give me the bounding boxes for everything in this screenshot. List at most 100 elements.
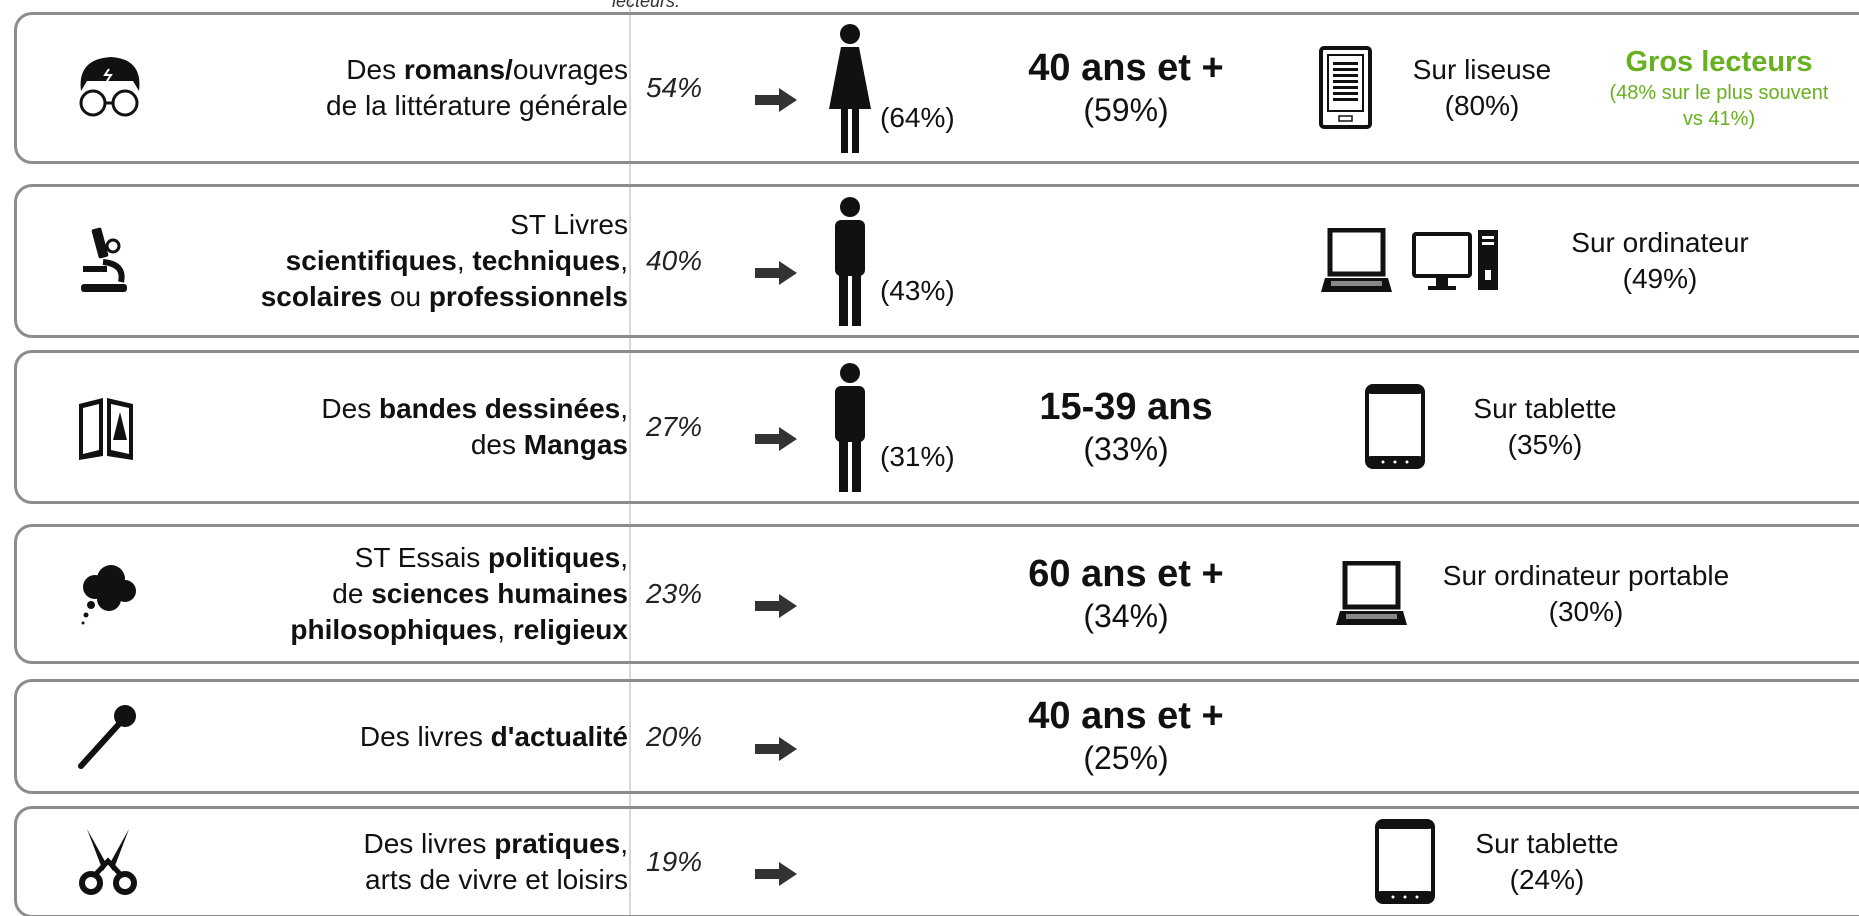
icon-shape [1333, 98, 1358, 101]
arrow [755, 12, 797, 164]
icon-shape [1333, 86, 1358, 89]
icon-shape [83, 612, 89, 618]
icon-shape [1346, 614, 1397, 619]
icon-shape [779, 88, 797, 112]
icon-shape [840, 24, 860, 44]
share-value: 40% [646, 245, 703, 276]
genre-text: ou [382, 280, 429, 312]
icon-shape [829, 24, 871, 153]
device-share: (80%) [1444, 90, 1520, 121]
icon-shape [1331, 281, 1382, 286]
icon-shape [779, 261, 797, 285]
genre-text: sciences humaines [371, 578, 628, 610]
age-share: (33%) [1083, 430, 1169, 467]
share: 54% [646, 12, 702, 164]
icon-shape [840, 363, 860, 383]
icon-shape [755, 862, 797, 886]
icon-shape [1336, 561, 1407, 625]
icon-shape [102, 259, 125, 283]
icon-shape [835, 220, 865, 276]
genre: ST Livres scientifiques, techniques, scola… [261, 184, 628, 338]
icon-shape [79, 871, 103, 895]
top-note: lecteurs. [612, 0, 681, 11]
icon-shape [1428, 286, 1456, 290]
icon-shape [1333, 80, 1358, 83]
genre-text: arts de vivre et loisirs [365, 864, 628, 895]
share: 40% [646, 184, 702, 338]
device: Sur tablette (35%) [1345, 350, 1745, 504]
device: Sur ordinateur (49%) [1460, 184, 1859, 338]
genre-line: des Mangas [471, 427, 628, 463]
icon-shape [113, 412, 127, 440]
device-name: Sur ordinateur portable [1442, 559, 1730, 591]
device-share: (30%) [1548, 596, 1624, 627]
icon-shape [755, 594, 797, 618]
genre-text: Mangas [523, 429, 628, 460]
icon-shape [1319, 46, 1372, 129]
icon-shape [829, 47, 871, 109]
icon-shape [755, 601, 781, 611]
genre-text: philosophiques [290, 613, 498, 645]
icon-shape [87, 601, 95, 609]
icon-shape [1375, 819, 1435, 904]
icon-shape [835, 197, 865, 326]
genre-text: Des livres [363, 828, 495, 860]
device-share: (35%) [1507, 429, 1583, 460]
age-share: (25%) [1083, 740, 1169, 777]
arrow [755, 679, 797, 794]
icon-shape [840, 197, 860, 217]
genre-icon [73, 806, 145, 916]
genre-icon [73, 12, 145, 164]
genre-text: , [620, 245, 628, 277]
share-value: 23% [646, 578, 703, 609]
icon-shape [1415, 895, 1419, 899]
icon-shape [1405, 460, 1409, 464]
genre-text: Des [321, 393, 379, 425]
icon-shape [779, 594, 797, 618]
genre-line: de la littérature générale [326, 88, 628, 124]
icon-shape [835, 363, 865, 492]
icon-shape [1393, 460, 1397, 464]
genre-text: romans/ [403, 54, 513, 86]
icon-shape [755, 427, 797, 451]
icon-shape [87, 829, 107, 871]
genre: ST Essais politiques, de sciences humaine… [290, 524, 628, 664]
gender-share-value: (31%) [880, 441, 955, 472]
genre-icon [73, 679, 145, 794]
age: 15-39 ans (33%) [966, 350, 1286, 504]
icon-shape [1319, 46, 1372, 129]
gender-share-value: (64%) [880, 102, 955, 133]
row-frame [14, 350, 1859, 504]
genre-line: ST Essais politiques, [355, 540, 628, 576]
icon-shape [1342, 561, 1401, 610]
icon-shape [91, 227, 109, 259]
genre-text: scientifiques [285, 245, 457, 277]
share-value: 19% [646, 846, 703, 877]
icon-shape [1327, 54, 1364, 112]
arrow [755, 806, 797, 916]
gender-share-value: (43%) [880, 275, 955, 306]
genre-text: d'actualité [490, 720, 628, 752]
genre: Des livres pratiques, arts de vivre et lo… [363, 806, 628, 916]
icon-shape [1333, 62, 1358, 65]
genre: Des bandes dessinées, des Mangas [321, 350, 628, 504]
icon-shape [81, 565, 136, 625]
icon-shape [79, 89, 107, 117]
genre-text: ST Livres [510, 209, 628, 241]
arrow [755, 524, 797, 664]
device-name: Sur liseuse [1412, 53, 1552, 85]
icon-shape [1327, 228, 1386, 277]
icon-shape [1412, 230, 1498, 290]
icon-shape [835, 386, 865, 442]
genre-text: des [470, 429, 524, 460]
device-icon [1319, 12, 1373, 164]
highlight-note: (48% sur le plus souvent [1609, 82, 1829, 105]
genre-text: techniques [472, 245, 621, 277]
icon-shape [1381, 460, 1385, 464]
icon-shape [81, 284, 127, 292]
device-name: Sur ordinateur [1571, 226, 1749, 258]
age-group: 60 ans et + [1028, 552, 1224, 595]
icon-shape [79, 398, 133, 460]
genre-line: Des bandes dessinées, [321, 391, 628, 427]
